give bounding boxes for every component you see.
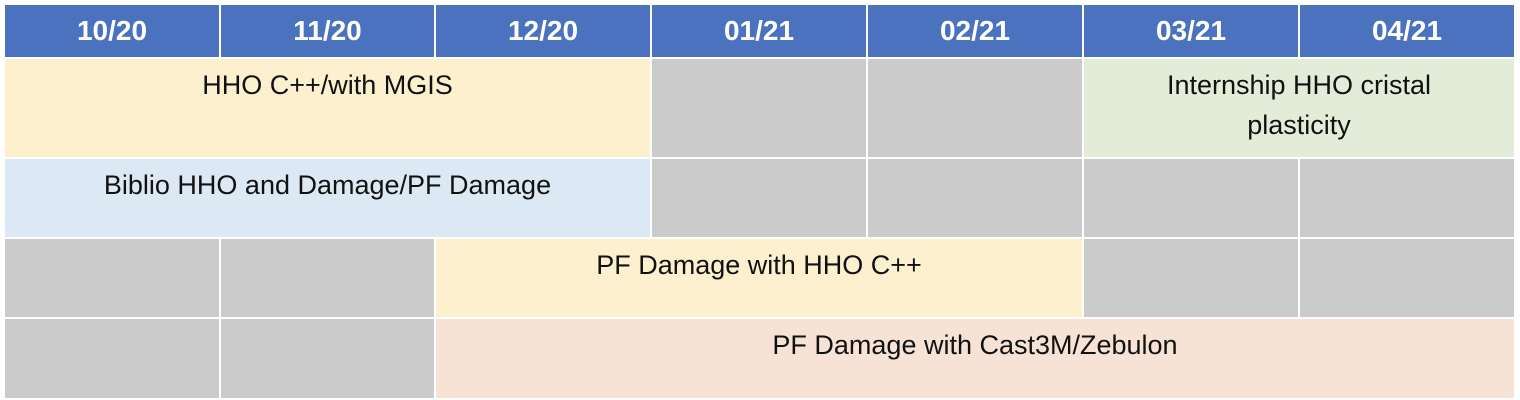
task-pf-damage-hho: PF Damage with HHO C++ [436,239,1082,317]
task-internship: Internship HHO cristal plasticity [1084,59,1514,157]
month-header-apr-2021: 04/21 [1300,5,1514,57]
empty-cell [1300,159,1514,237]
task-biblio: Biblio HHO and Damage/PF Damage [5,159,650,237]
month-header-jan-2021: 01/21 [652,5,866,57]
month-header-oct-2020: 10/20 [5,5,219,57]
month-header-nov-2020: 11/20 [221,5,434,57]
task-pf-damage-cast3m: PF Damage with Cast3M/Zebulon [436,319,1514,398]
month-header-mar-2021: 03/21 [1084,5,1298,57]
empty-cell [1084,239,1298,317]
empty-cell [5,319,219,398]
empty-cell [652,59,866,157]
empty-cell [1084,159,1298,237]
month-header-feb-2021: 02/21 [868,5,1082,57]
month-header-dec-2020: 12/20 [436,5,650,57]
empty-cell [868,159,1082,237]
empty-cell [868,59,1082,157]
task-hho-cpp-mgis: HHO C++/with MGIS [5,59,650,157]
empty-cell [221,239,434,317]
gantt-timeline: 10/20 11/20 12/20 01/21 02/21 03/21 04/2… [5,5,1514,398]
empty-cell [1300,239,1514,317]
empty-cell [5,239,219,317]
empty-cell [652,159,866,237]
empty-cell [221,319,434,398]
